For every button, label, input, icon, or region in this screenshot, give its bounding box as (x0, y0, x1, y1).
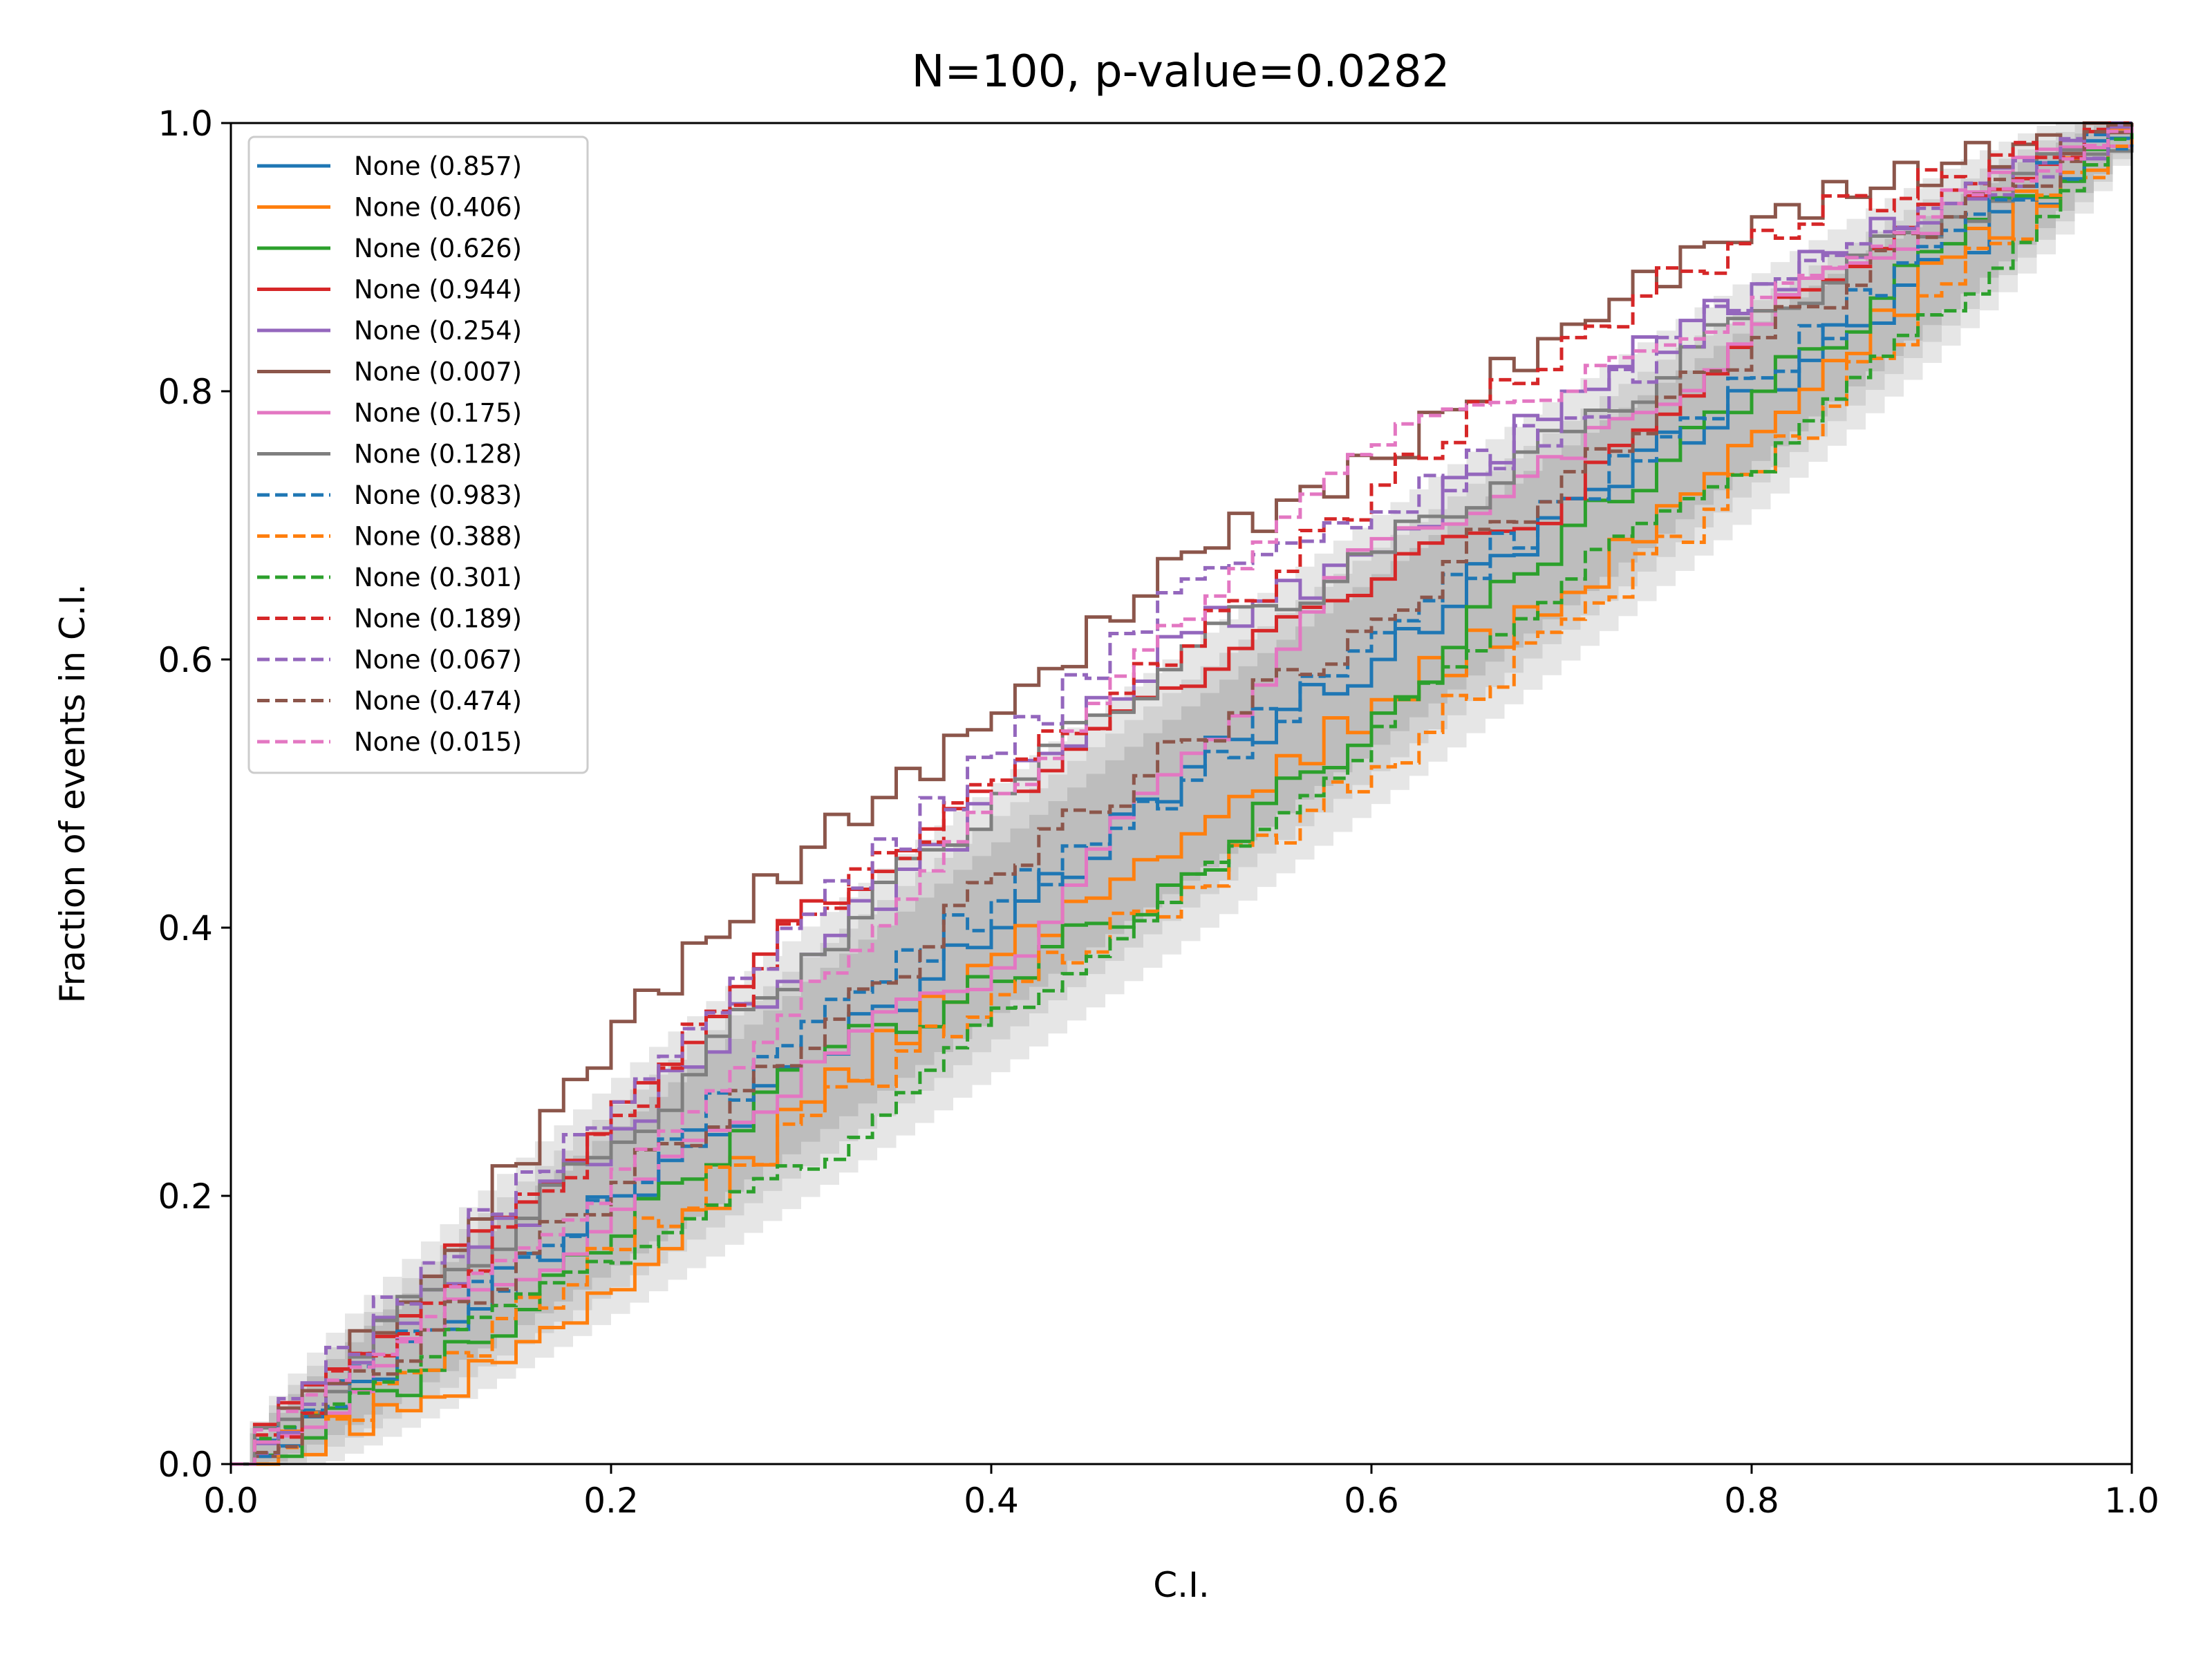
x-tick-label: 0.6 (1344, 1481, 1399, 1521)
y-tick-label: 0.6 (158, 640, 213, 680)
series-line-9 (231, 123, 2134, 1466)
x-axis-ticks: 0.0 0.2 0.4 0.6 0.8 1.0 (203, 1464, 2159, 1521)
legend-label: None (0.301) (354, 563, 522, 592)
y-tick-label: 0.4 (158, 908, 213, 948)
y-axis-ticks: 0.0 0.2 0.4 0.6 0.8 1.0 (158, 104, 231, 1485)
x-tick-label: 0.2 (583, 1481, 639, 1521)
y-tick-label: 0.2 (158, 1177, 213, 1217)
plot-frame (229, 122, 2133, 1465)
series-line-11 (231, 121, 2132, 1466)
chart-title: N=100, p-value=0.0282 (912, 46, 1450, 97)
legend-label: None (0.175) (354, 398, 522, 428)
y-tick-label: 1.0 (158, 104, 213, 144)
legend-label: None (0.254) (354, 316, 522, 346)
legend: None (0.857) None (0.406) None (0.626) None… (247, 135, 589, 774)
series-line-1 (231, 123, 2134, 1466)
y-tick-label: 0.8 (158, 372, 213, 412)
legend-label: None (0.388) (354, 522, 522, 552)
legend-label: None (0.626) (354, 234, 522, 263)
legend-label: None (0.474) (354, 686, 522, 716)
series-line-8 (231, 123, 2134, 1466)
legend-label: None (0.857) (354, 151, 522, 181)
series-line-7 (231, 123, 2134, 1466)
x-tick-label: 1.0 (2104, 1481, 2159, 1521)
legend-label: None (0.983) (354, 480, 522, 510)
legend-label: None (0.944) (354, 275, 522, 305)
legend-box (247, 135, 589, 774)
x-tick-label: 0.0 (203, 1481, 259, 1521)
legend-label: None (0.128) (354, 440, 522, 469)
y-tick-label: 0.0 (158, 1445, 213, 1485)
legend-label: None (0.015) (354, 727, 522, 757)
series-line-6 (231, 123, 2134, 1466)
x-tick-label: 0.4 (964, 1481, 1019, 1521)
legend-label: None (0.007) (354, 357, 522, 387)
series-line-4 (231, 123, 2134, 1466)
series-line-2 (231, 121, 2132, 1466)
x-tick-label: 0.8 (1724, 1481, 1779, 1521)
legend-label: None (0.189) (354, 604, 522, 634)
x-axis-label: C.I. (1153, 1565, 1209, 1605)
legend-label: None (0.406) (354, 193, 522, 223)
series-line-10 (231, 123, 2134, 1466)
series-line-12 (231, 121, 2132, 1466)
legend-label: None (0.067) (354, 645, 522, 675)
series-lines (231, 121, 2134, 1466)
y-axis-label: Fraction of events in C.I. (53, 584, 93, 1004)
